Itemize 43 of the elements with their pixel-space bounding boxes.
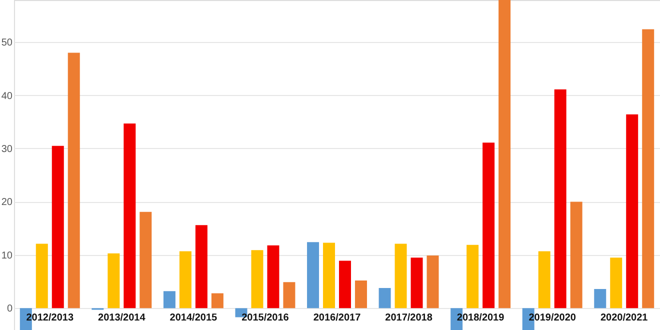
bar (626, 114, 638, 308)
bar (283, 282, 296, 308)
bar (378, 288, 391, 308)
bar (482, 142, 495, 308)
y-tick-label: 40 (1, 90, 13, 102)
bar (498, 0, 511, 308)
bar (410, 258, 423, 308)
bar (354, 280, 367, 308)
x-tick-label: 2020/2021 (600, 312, 648, 324)
bar (538, 251, 550, 308)
y-tick-label: 50 (1, 38, 13, 49)
bar (426, 255, 439, 308)
bar (594, 289, 606, 308)
bar (140, 212, 152, 308)
bar (163, 291, 176, 308)
y-tick-label: 30 (1, 144, 13, 155)
bar (211, 293, 224, 308)
x-tick-label: 2016/2017 (313, 312, 362, 324)
bar (323, 242, 335, 308)
y-tick-label: 20 (1, 197, 13, 208)
bar (108, 253, 120, 308)
bar (251, 250, 264, 308)
bar (339, 260, 351, 308)
bar (642, 29, 654, 308)
bar (52, 146, 64, 308)
x-tick-label: 2017/2018 (385, 312, 433, 324)
bar (610, 258, 622, 308)
bar (195, 225, 208, 308)
bar (570, 202, 582, 308)
bar (307, 242, 320, 308)
bar (466, 244, 479, 308)
x-tick-label: 2014/2015 (170, 312, 218, 324)
y-tick-label: 10 (1, 250, 13, 262)
bar (179, 251, 192, 308)
y-tick-label: 0 (6, 304, 13, 315)
bar (267, 245, 280, 308)
x-tick-label: 2013/2014 (98, 312, 146, 324)
bar (394, 244, 407, 308)
bar (554, 89, 566, 308)
bar (36, 244, 48, 308)
bar (68, 52, 80, 308)
bar (124, 123, 136, 308)
x-tick-label: 2015/2016 (242, 312, 290, 324)
